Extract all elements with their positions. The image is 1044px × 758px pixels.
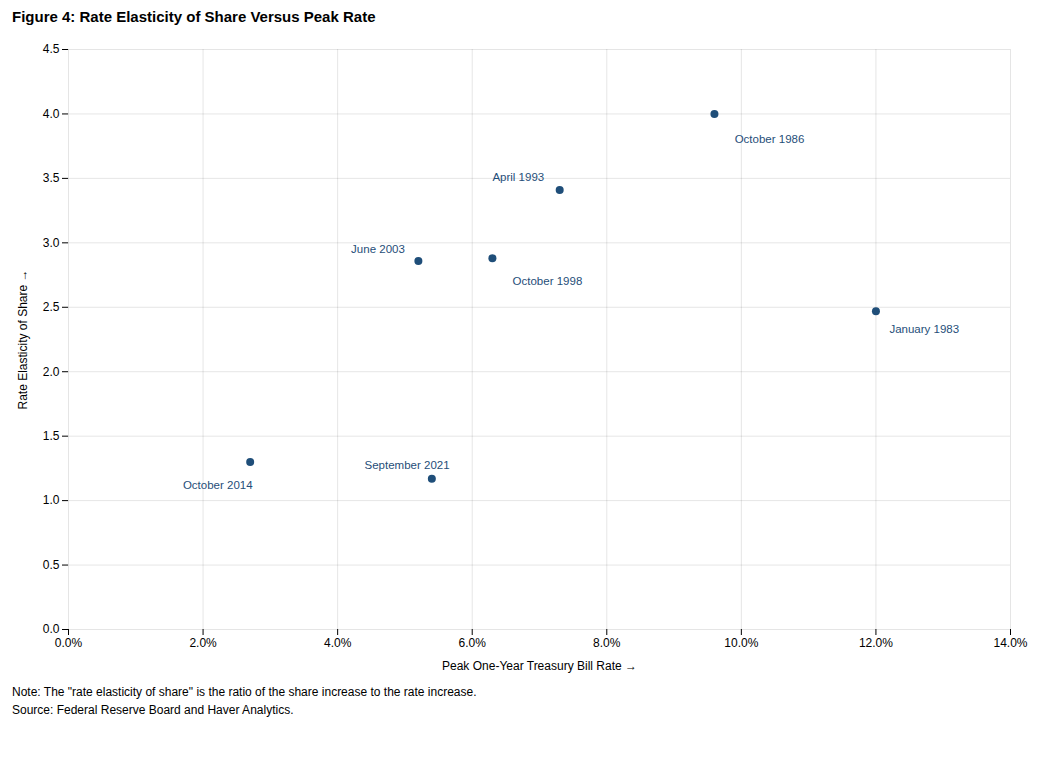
html-text:Figure 4: Rate Elasticity of S: Figure 4: Rate Elasticity of Share Versu… [12, 8, 376, 25]
svg-text:January 1983: January 1983 [889, 323, 959, 335]
svg-text:4.5: 4.5 [43, 42, 60, 56]
svg-text:8.0%: 8.0% [593, 636, 621, 650]
html-text:Source: Federal Reserve Board: Source: Federal Reserve Board and Haver … [12, 703, 294, 717]
svg-text:4.0%: 4.0% [324, 636, 352, 650]
svg-text:Rate Elasticity of Share →: Rate Elasticity of Share → [16, 269, 30, 409]
html-text:Note: The "rate elasticity of: Note: The "rate elasticity of share" is … [12, 685, 477, 699]
svg-text:14.0%: 14.0% [993, 636, 1027, 650]
svg-text:1.0: 1.0 [43, 493, 60, 507]
svg-text:12.0%: 12.0% [859, 636, 893, 650]
svg-text:4.0: 4.0 [43, 107, 60, 121]
svg-text:1.5: 1.5 [43, 429, 60, 443]
svg-text:0.5: 0.5 [43, 558, 60, 572]
svg-text:2.5: 2.5 [43, 300, 60, 314]
svg-text:April 1993: April 1993 [492, 171, 544, 183]
svg-text:September 2021: September 2021 [365, 459, 450, 471]
svg-text:Peak One-Year Treasury Bill Ra: Peak One-Year Treasury Bill Rate → [442, 659, 637, 673]
svg-text:6.0%: 6.0% [459, 636, 487, 650]
svg-text:2.0%: 2.0% [189, 636, 217, 650]
svg-text:June 2003: June 2003 [351, 243, 405, 255]
svg-text:October 2014: October 2014 [183, 479, 253, 491]
svg-text:October 1986: October 1986 [735, 133, 805, 145]
svg-text:2.0: 2.0 [43, 365, 60, 379]
svg-text:October 1998: October 1998 [513, 275, 583, 287]
svg-text:0.0: 0.0 [43, 622, 60, 636]
svg-text:0.0%: 0.0% [55, 636, 83, 650]
svg-text:10.0%: 10.0% [724, 636, 758, 650]
svg-text:3.0: 3.0 [43, 236, 60, 250]
svg-text:3.5: 3.5 [43, 171, 60, 185]
